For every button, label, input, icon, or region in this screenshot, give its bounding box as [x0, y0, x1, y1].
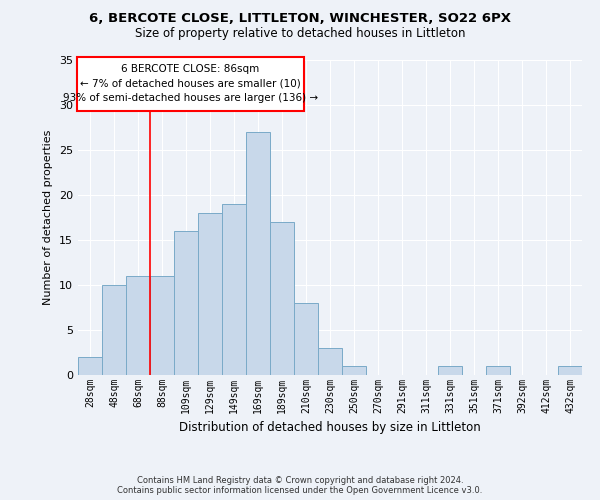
Text: 6 BERCOTE CLOSE: 86sqm: 6 BERCOTE CLOSE: 86sqm [121, 64, 259, 74]
Y-axis label: Number of detached properties: Number of detached properties [43, 130, 53, 305]
Bar [318, 348, 342, 375]
Bar [246, 132, 270, 375]
FancyBboxPatch shape [77, 56, 304, 111]
Bar [222, 204, 246, 375]
Text: Contains HM Land Registry data © Crown copyright and database right 2024.
Contai: Contains HM Land Registry data © Crown c… [118, 476, 482, 495]
Bar [342, 366, 366, 375]
Text: Size of property relative to detached houses in Littleton: Size of property relative to detached ho… [135, 28, 465, 40]
Bar [174, 231, 198, 375]
Text: ← 7% of detached houses are smaller (10): ← 7% of detached houses are smaller (10) [80, 79, 301, 89]
Bar [150, 276, 174, 375]
Bar [486, 366, 510, 375]
Text: 6, BERCOTE CLOSE, LITTLETON, WINCHESTER, SO22 6PX: 6, BERCOTE CLOSE, LITTLETON, WINCHESTER,… [89, 12, 511, 26]
Text: 93% of semi-detached houses are larger (136) →: 93% of semi-detached houses are larger (… [62, 93, 318, 103]
Bar [198, 213, 222, 375]
Bar [78, 357, 102, 375]
Bar [294, 303, 318, 375]
Bar [438, 366, 462, 375]
Bar [126, 276, 150, 375]
Bar [270, 222, 294, 375]
Bar [558, 366, 582, 375]
Bar [102, 285, 126, 375]
X-axis label: Distribution of detached houses by size in Littleton: Distribution of detached houses by size … [179, 422, 481, 434]
